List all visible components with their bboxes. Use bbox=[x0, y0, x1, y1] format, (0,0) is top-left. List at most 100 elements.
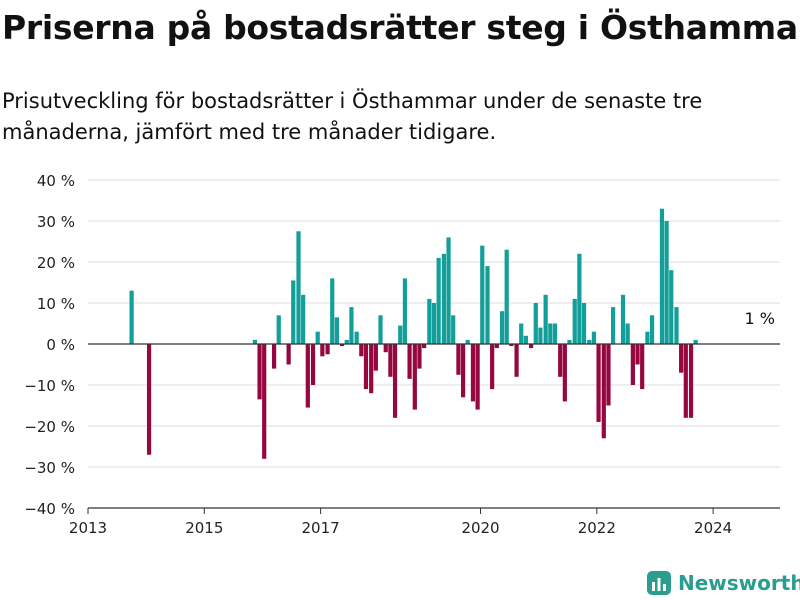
bar bbox=[252, 339, 257, 344]
bar bbox=[388, 344, 393, 377]
bar bbox=[475, 344, 480, 410]
bar bbox=[129, 290, 134, 344]
bar bbox=[460, 344, 466, 398]
y-tick-label: −10 % bbox=[24, 377, 75, 395]
bar bbox=[523, 335, 528, 344]
bar bbox=[296, 231, 301, 344]
bar bbox=[257, 344, 262, 400]
bar bbox=[674, 307, 679, 344]
bar bbox=[398, 325, 403, 344]
bar bbox=[340, 344, 345, 347]
bar bbox=[456, 344, 461, 375]
x-tick-label: 2015 bbox=[185, 519, 223, 537]
brand-name: Newsworthy bbox=[678, 571, 800, 595]
bar bbox=[630, 344, 635, 385]
bar bbox=[344, 339, 349, 344]
y-tick-label: 10 % bbox=[37, 295, 75, 313]
x-tick-label: 2024 bbox=[694, 519, 732, 537]
bar bbox=[402, 278, 408, 344]
bar bbox=[485, 266, 490, 344]
y-tick-label: 40 % bbox=[37, 172, 75, 190]
bar bbox=[659, 208, 665, 344]
bar bbox=[480, 245, 485, 344]
bar bbox=[422, 344, 427, 349]
bar bbox=[587, 339, 592, 344]
y-tick-label: 20 % bbox=[37, 254, 75, 272]
y-tick-label: 0 % bbox=[46, 336, 75, 354]
bar bbox=[601, 344, 606, 439]
x-tick-label: 2020 bbox=[461, 519, 499, 537]
bar bbox=[552, 323, 558, 344]
bar bbox=[490, 344, 495, 390]
bar bbox=[620, 294, 626, 344]
bar bbox=[325, 344, 330, 355]
bar bbox=[354, 331, 359, 344]
bar-chart: 40 %30 %20 %10 %0 %−10 %−20 %−30 %−40 %2… bbox=[24, 172, 780, 537]
y-tick-label: −30 % bbox=[24, 459, 75, 477]
bar bbox=[146, 344, 152, 455]
bar bbox=[310, 344, 316, 385]
bar bbox=[392, 344, 398, 418]
bar bbox=[664, 221, 669, 344]
bar bbox=[649, 315, 655, 344]
bar bbox=[645, 331, 650, 344]
bar bbox=[427, 298, 432, 344]
bar bbox=[504, 249, 509, 344]
bar bbox=[494, 344, 499, 349]
bar bbox=[591, 331, 597, 344]
x-tick-label: 2022 bbox=[578, 519, 616, 537]
y-tick-label: −20 % bbox=[24, 418, 75, 436]
bar bbox=[543, 294, 548, 344]
bar bbox=[470, 344, 476, 402]
bar bbox=[625, 323, 630, 344]
bar bbox=[291, 280, 296, 344]
bar bbox=[499, 311, 505, 344]
bar bbox=[315, 331, 320, 344]
bar bbox=[301, 294, 306, 344]
bar bbox=[334, 317, 339, 344]
bar bbox=[519, 323, 524, 344]
bar bbox=[514, 344, 519, 377]
bar bbox=[635, 344, 640, 365]
bar bbox=[529, 344, 534, 349]
bar bbox=[509, 344, 514, 347]
bar bbox=[451, 315, 456, 344]
bar bbox=[276, 315, 281, 344]
bar bbox=[330, 278, 335, 344]
data-label: 1 % bbox=[744, 309, 774, 328]
bar bbox=[548, 323, 553, 344]
bar bbox=[407, 344, 412, 379]
bar bbox=[572, 298, 577, 344]
bar bbox=[596, 344, 601, 422]
bar bbox=[533, 303, 538, 344]
bar bbox=[446, 237, 451, 344]
bar bbox=[262, 344, 267, 459]
bar bbox=[359, 344, 364, 357]
bar bbox=[412, 344, 417, 410]
bar bbox=[465, 339, 470, 344]
y-tick-label: −40 % bbox=[24, 500, 75, 518]
bar bbox=[679, 344, 684, 373]
newsworthy-logo: Newsworthy bbox=[646, 570, 800, 596]
x-tick-label: 2013 bbox=[69, 519, 107, 537]
bar bbox=[606, 344, 611, 406]
bar bbox=[320, 344, 325, 357]
bar bbox=[567, 339, 572, 344]
bar bbox=[383, 344, 388, 353]
bar bbox=[378, 315, 383, 344]
bar bbox=[688, 344, 694, 418]
y-tick-label: 30 % bbox=[37, 213, 75, 231]
bar bbox=[286, 344, 291, 365]
bar bbox=[562, 344, 567, 402]
bar bbox=[271, 344, 277, 369]
bar bbox=[558, 344, 563, 377]
bar bbox=[441, 253, 446, 344]
bar bbox=[349, 307, 354, 344]
bar bbox=[693, 339, 698, 344]
chart-logo-icon bbox=[647, 571, 671, 595]
bar bbox=[683, 344, 688, 418]
bar bbox=[363, 344, 369, 390]
bar bbox=[305, 344, 310, 408]
bar bbox=[373, 344, 378, 371]
x-tick-label: 2017 bbox=[302, 519, 340, 537]
